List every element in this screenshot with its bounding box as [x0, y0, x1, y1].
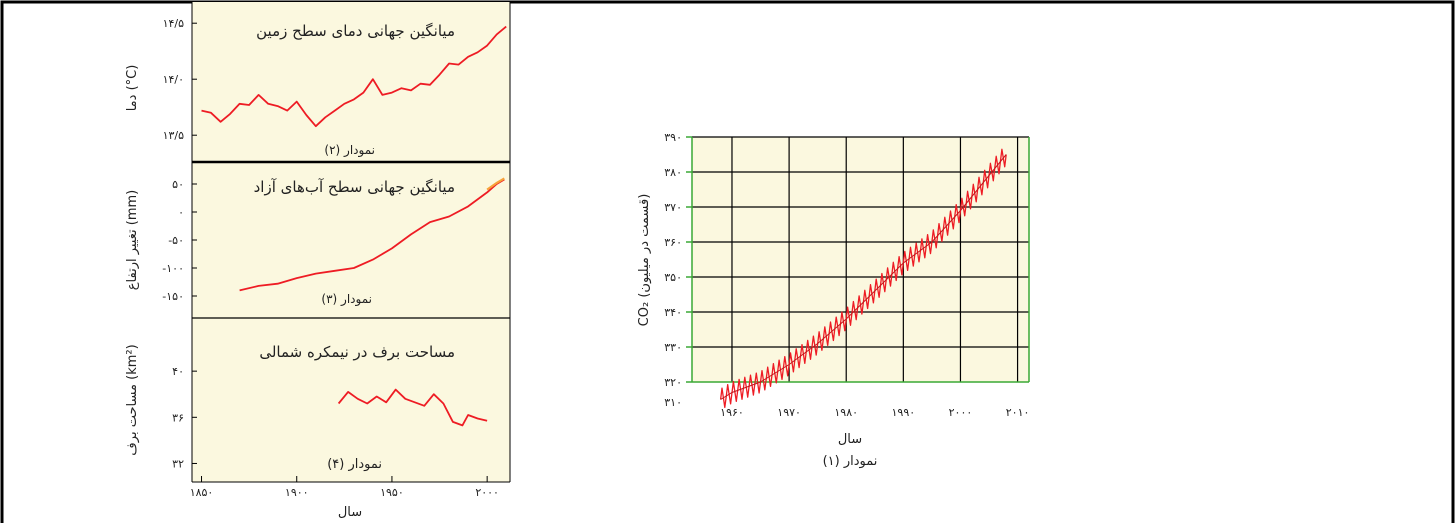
left-stacked-charts: میانگین جهانی دمای سطح زمین نمودار (۲) د… — [125, 2, 511, 520]
co2-ytick-label: ۳۹۰ — [664, 131, 682, 144]
co2-ytick-label: ۳۸۰ — [664, 166, 682, 179]
left-panel-bg — [192, 2, 510, 482]
snow-title: مساحت برف در نیمکره شمالی — [259, 343, 455, 361]
snow-ytick-label: ۳۲ — [172, 457, 184, 470]
left-xtick-label: ۱۹۵۰ — [380, 486, 404, 499]
co2-ytick-label: ۳۱۰ — [664, 396, 682, 409]
co2-xtick-label: ۱۹۹۰ — [892, 406, 916, 419]
co2-trend-line — [720, 154, 1007, 400]
co2-caption: نمودار (۱) — [823, 454, 878, 469]
sea-level-ytick-label: -۱۰۰ — [162, 262, 184, 275]
temperature-panel: میانگین جهانی دمای سطح زمین نمودار (۲) د… — [125, 17, 507, 158]
co2-xtick-label: ۱۹۶۰ — [720, 406, 744, 419]
sea-level-ytick-label: ۵۰ — [172, 178, 184, 191]
co2-xtick-label: ۲۰۰۰ — [949, 406, 973, 419]
co2-ylabel: CO₂ (قسمت در میلیون) — [637, 194, 652, 327]
snow-ytick-label: ۴۰ — [172, 365, 184, 378]
snow-line — [337, 388, 488, 427]
co2-ytick-label: ۳۲۰ — [664, 376, 682, 389]
co2-xtick-label: ۲۰۱۰ — [1006, 406, 1030, 419]
left-xtick-label: ۲۰۰۰ — [475, 486, 499, 499]
snow-ytick-label: ۳۶ — [172, 411, 184, 424]
snow-caption: نمودار (۴) — [327, 457, 382, 472]
co2-xtick-label: ۱۹۷۰ — [777, 406, 801, 419]
sea-level-ytick-label: ۰ — [178, 206, 184, 219]
co2-ytick-label: ۳۶۰ — [664, 236, 682, 249]
co2-ytick-label: ۳۳۰ — [664, 341, 682, 354]
co2-chart: ۳۱۰ ۳۲۰ ۳۳۰ ۳۴۰ ۳۵۰ ۳۶۰ ۳۷۰ ۳۸۰ ۳۹۰ ۱۹۶۰ ۱۹۷۰ ۱۹۸۰ ۱… — [637, 131, 1030, 469]
temperature-line — [201, 25, 507, 128]
temperature-ylabel: دما (°C) — [125, 65, 140, 112]
co2-xlabel: سال — [838, 432, 862, 447]
sea-level-satellite-line — [486, 177, 505, 191]
left-xtick-label: ۱۹۰۰ — [285, 486, 309, 499]
co2-ytick-label: ۳۴۰ — [664, 306, 682, 319]
left-xtick-label: ۱۸۵۰ — [190, 486, 214, 499]
temperature-caption: نمودار (۲) — [324, 143, 375, 158]
sea-level-panel: میانگین جهانی سطح آب‌های آزاد نمودار (۳)… — [125, 177, 505, 307]
sea-level-title: میانگین جهانی سطح آب‌های آزاد — [254, 178, 455, 196]
co2-plot-bg — [692, 137, 1029, 382]
snow-panel: مساحت برف در نیمکره شمالی نمودار (۴) مسا… — [125, 343, 488, 472]
co2-ytick-label: ۳۵۰ — [664, 271, 682, 284]
co2-ytick-label: ۳۷۰ — [664, 201, 682, 214]
co2-xtick-label: ۱۹۸۰ — [834, 406, 858, 419]
snow-ylabel: مساحت برف (km²) — [125, 344, 140, 455]
sea-level-line — [239, 178, 505, 292]
sea-level-caption: نمودار (۳) — [321, 292, 372, 307]
sea-level-ylabel: تغییر ارتفاع (mm) — [125, 190, 140, 290]
sea-level-ytick-label: -۱۵۰ — [162, 290, 184, 303]
temperature-title: میانگین جهانی دمای سطح زمین — [256, 22, 455, 40]
temperature-ytick-label: ۱۴/۰ — [163, 73, 184, 86]
temperature-ytick-label: ۱۴/۵ — [163, 17, 185, 30]
left-xlabel: سال — [338, 505, 362, 520]
temperature-ytick-label: ۱۳/۵ — [163, 129, 185, 142]
sea-level-ytick-label: -۵۰ — [168, 234, 184, 247]
